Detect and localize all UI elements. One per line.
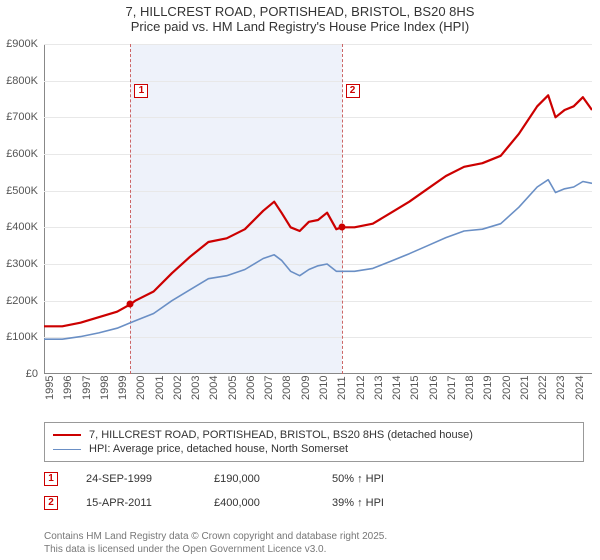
y-tick-label: £600K [0, 148, 38, 160]
event-row-2: 2 15-APR-2011 £400,000 39% ↑ HPI [44, 496, 584, 510]
y-tick-label: £0 [0, 368, 38, 380]
footer-line1: Contains HM Land Registry data © Crown c… [44, 530, 387, 543]
y-tick-label: £900K [0, 38, 38, 50]
series-line-price_paid [44, 95, 592, 326]
series-svg [44, 44, 592, 374]
event-date: 24-SEP-1999 [86, 473, 186, 485]
title-subtitle: Price paid vs. HM Land Registry's House … [8, 19, 592, 34]
legend: 7, HILLCREST ROAD, PORTISHEAD, BRISTOL, … [44, 422, 584, 462]
plot-region: 12 [44, 44, 592, 374]
y-tick-label: £800K [0, 75, 38, 87]
event-marker-1: 1 [44, 472, 58, 486]
series-line-hpi [44, 180, 592, 340]
event-row-1: 1 24-SEP-1999 £190,000 50% ↑ HPI [44, 472, 584, 486]
chart-area: 12 £0 £100K £200K £300K £400K £500K £600K £700K… [2, 44, 594, 414]
legend-item-price-paid: 7, HILLCREST ROAD, PORTISHEAD, BRISTOL, … [53, 429, 575, 441]
footer-line2: This data is licensed under the Open Gov… [44, 543, 387, 556]
y-tick-label: £300K [0, 258, 38, 270]
event-price: £190,000 [214, 473, 304, 485]
event-marker-2: 2 [44, 496, 58, 510]
legend-swatch-hpi [53, 449, 81, 450]
y-tick-label: £500K [0, 185, 38, 197]
title-address: 7, HILLCREST ROAD, PORTISHEAD, BRISTOL, … [8, 4, 592, 19]
footer-attribution: Contains HM Land Registry data © Crown c… [44, 530, 387, 556]
event-pct: 39% ↑ HPI [332, 497, 432, 509]
legend-item-hpi: HPI: Average price, detached house, Nort… [53, 443, 575, 455]
legend-swatch-price-paid [53, 434, 81, 436]
event-date: 15-APR-2011 [86, 497, 186, 509]
y-tick-label: £700K [0, 111, 38, 123]
legend-label: 7, HILLCREST ROAD, PORTISHEAD, BRISTOL, … [89, 429, 473, 441]
event-price: £400,000 [214, 497, 304, 509]
x-tick-label: 2024 [574, 360, 600, 400]
y-tick-label: £400K [0, 221, 38, 233]
event-pct: 50% ↑ HPI [332, 473, 432, 485]
y-tick-label: £100K [0, 331, 38, 343]
y-tick-label: £200K [0, 295, 38, 307]
chart-title-block: 7, HILLCREST ROAD, PORTISHEAD, BRISTOL, … [0, 0, 600, 36]
legend-label: HPI: Average price, detached house, Nort… [89, 443, 348, 455]
